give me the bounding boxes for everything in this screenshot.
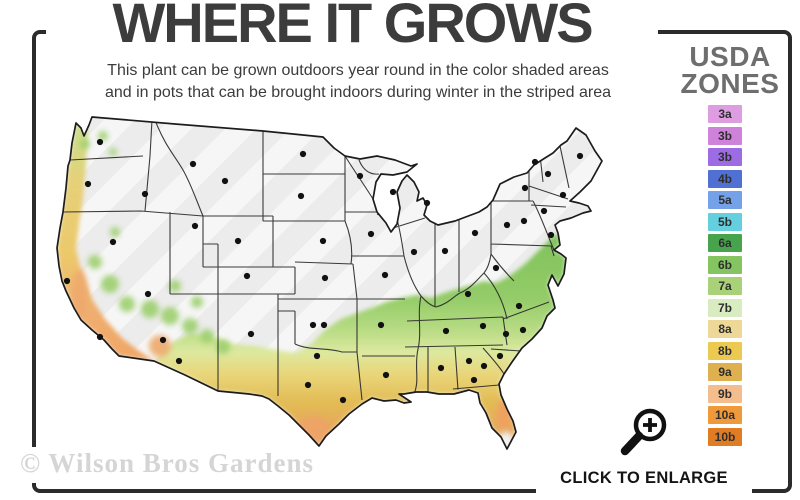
zone-swatch-8b: 8b	[708, 341, 742, 360]
zone-swatch-9a: 9a	[708, 363, 742, 381]
zone-swatch-3a: 3a	[708, 105, 742, 123]
usda-zones-heading: USDA ZONES	[668, 41, 792, 99]
state-borders	[62, 119, 570, 401]
zone-swatch-6a: 6a	[708, 234, 742, 252]
page-title: WHERE IT GROWS	[46, 0, 658, 55]
watermark: © Wilson Bros Gardens	[18, 447, 322, 483]
map-fill-layers	[57, 117, 602, 449]
city-dots	[63, 138, 584, 404]
mountain-green-patches	[80, 131, 230, 354]
zone-swatch-9b: 9b	[708, 384, 742, 403]
subtitle-line-2: and in pots that can be brought indoors …	[104, 84, 612, 102]
zone-swatch-7b: 7b	[708, 298, 742, 317]
zone-swatch-10a: 10a	[708, 406, 742, 424]
zone-swatch-3b: 3b	[708, 126, 742, 145]
zone-swatch-10b: 10b	[708, 427, 742, 446]
zoom-magnifier-button[interactable]	[612, 404, 678, 464]
magnifier-plus-icon	[620, 408, 667, 456]
usda-zone-map[interactable]	[55, 104, 615, 496]
click-to-enlarge-button[interactable]: CLICK TO ENLARGE	[536, 466, 752, 494]
usda-zones-heading-line1: USDA	[689, 41, 771, 72]
zone-swatch-7a: 7a	[708, 277, 742, 295]
zone-swatch-5b: 5b	[708, 212, 742, 231]
subtitle: This plant can be grown outdoors year ro…	[58, 60, 658, 105]
zone-swatch-6b: 6b	[708, 255, 742, 274]
zone-swatch-4b: 4b	[708, 169, 742, 188]
zone-swatch-8a: 8a	[708, 320, 742, 338]
subtitle-line-1: This plant can be grown outdoors year ro…	[107, 62, 609, 79]
zone-swatch-3b: 3b	[708, 148, 742, 166]
us-map-svg	[56, 116, 603, 450]
zone-swatch-5a: 5a	[708, 191, 742, 209]
usda-zones-heading-line2: ZONES	[680, 67, 780, 99]
usda-zones-list: 3a 3b 3b 4b 5a 5b 6a 6b 7a 7b 8a 8b 9a 9b 10a 10b	[708, 105, 742, 449]
